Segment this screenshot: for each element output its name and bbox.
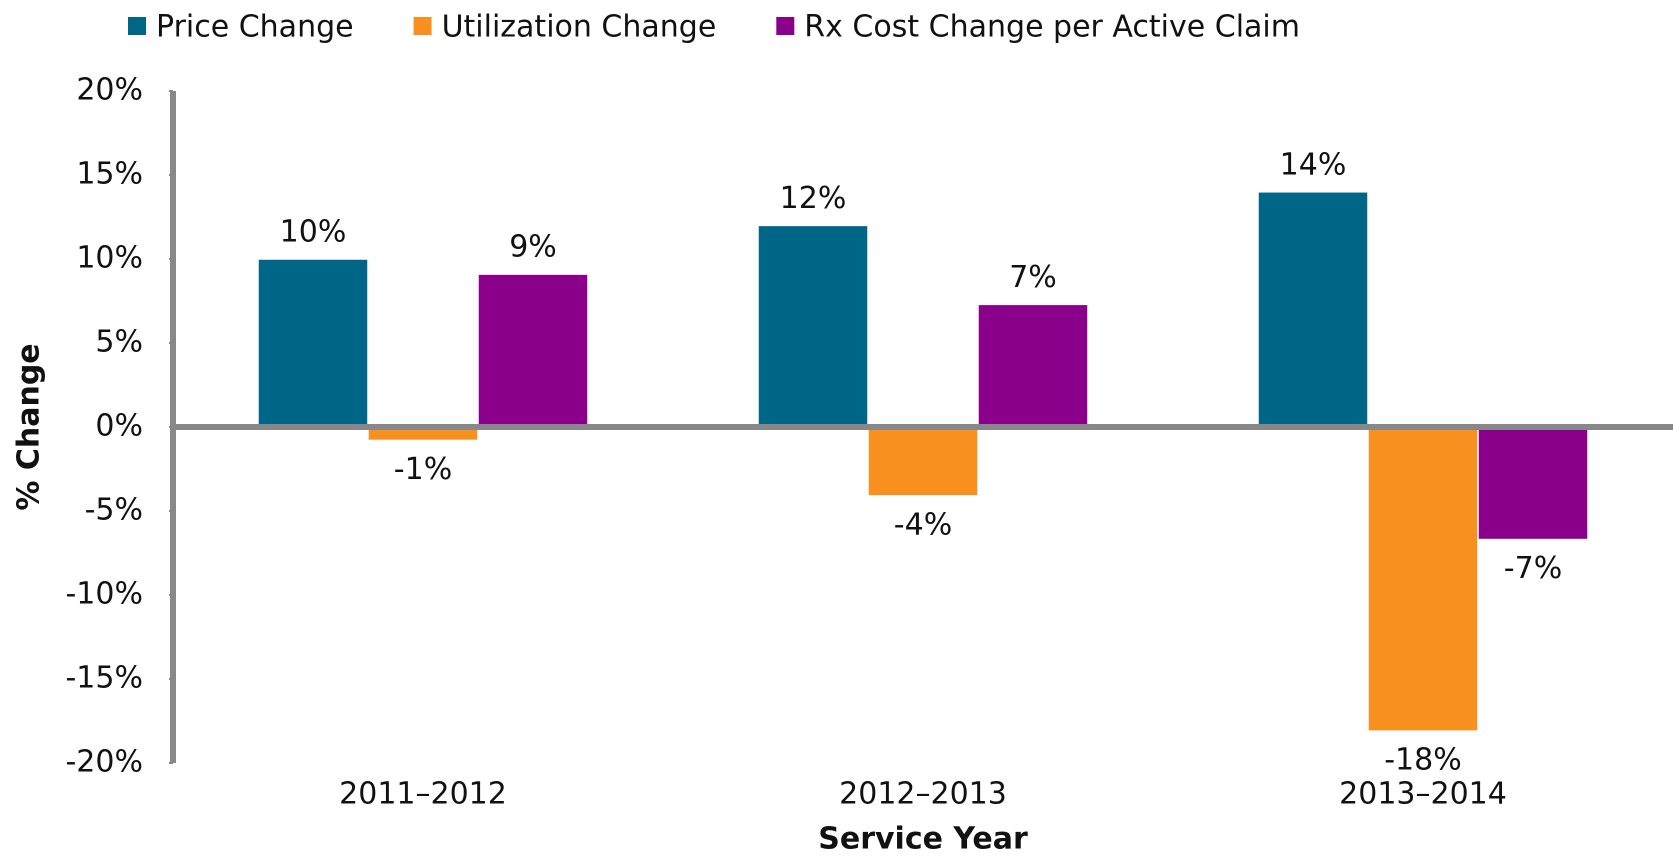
bar [867, 426, 979, 497]
y-tick-label: 15% [76, 157, 143, 192]
y-axis-title: % Change [12, 343, 47, 510]
y-tick-label: 0% [95, 409, 143, 444]
x-tick-label: 2013–2014 [1339, 777, 1507, 812]
y-tick-label: -5% [85, 493, 143, 528]
data-label: 10% [280, 215, 347, 250]
data-label: 12% [780, 181, 847, 216]
legend-label: Price Change [156, 10, 354, 45]
bar [257, 258, 369, 428]
bar [477, 273, 589, 428]
legend-label: Utilization Change [442, 10, 717, 45]
data-label: 14% [1280, 147, 1347, 182]
bar [1367, 426, 1479, 732]
bar [757, 224, 869, 428]
legend-swatch [128, 17, 146, 35]
legend-swatch [413, 17, 432, 35]
x-axis-title: Service Year [818, 822, 1028, 856]
data-label: -1% [394, 452, 452, 487]
bar [1257, 191, 1369, 428]
y-tick-label: -20% [65, 745, 143, 780]
y-tick-label: -10% [65, 577, 143, 612]
data-label: 7% [1009, 260, 1057, 295]
data-label: -7% [1504, 551, 1562, 586]
x-tick-label: 2011–2012 [339, 777, 507, 812]
data-label: -4% [894, 507, 952, 542]
bar [1477, 426, 1589, 541]
data-label: -18% [1384, 743, 1462, 778]
y-tick-label: 20% [76, 73, 143, 108]
y-tick-label: 5% [95, 325, 143, 360]
bar [977, 303, 1089, 428]
data-label: 9% [509, 230, 557, 265]
x-tick-label: 2012–2013 [839, 777, 1007, 812]
y-tick-label: 10% [76, 241, 143, 276]
legend-swatch [776, 17, 795, 35]
legend-label: Rx Cost Change per Active Claim [804, 10, 1300, 45]
y-tick-label: -15% [65, 661, 143, 696]
